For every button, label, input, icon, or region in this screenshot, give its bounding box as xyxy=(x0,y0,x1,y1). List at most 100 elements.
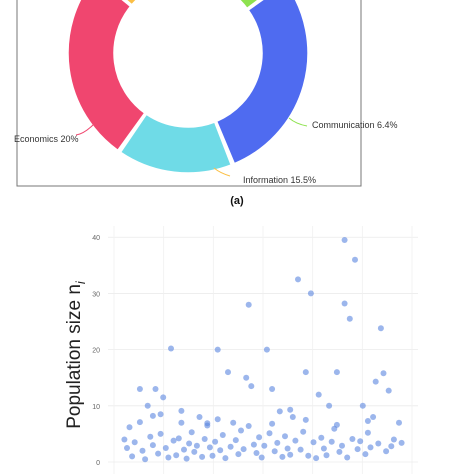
scatter-point xyxy=(240,446,247,453)
scatter-point xyxy=(289,414,296,420)
scatter-point xyxy=(310,439,317,446)
scatter-point xyxy=(383,448,390,455)
scatter-point xyxy=(193,442,200,449)
scatter-point xyxy=(292,437,299,444)
scatter-point xyxy=(297,446,304,453)
scatter-point xyxy=(333,369,340,376)
donut-slice-economics xyxy=(67,0,146,152)
scatter-point xyxy=(320,445,327,452)
scatter-point xyxy=(227,443,234,450)
scatter-point xyxy=(271,448,278,455)
y-axis-label: Population size ni xyxy=(64,280,88,429)
scatter-point xyxy=(121,436,128,443)
scatter-points xyxy=(121,237,405,463)
scatter-point xyxy=(341,237,348,243)
scatter-point xyxy=(235,451,242,458)
scatter-point xyxy=(302,369,309,376)
scatter-point xyxy=(183,455,190,462)
scatter-point xyxy=(315,391,322,398)
scatter-point xyxy=(258,454,265,461)
leader-line-information xyxy=(213,167,231,177)
scatter-point xyxy=(390,436,397,443)
scatter-point xyxy=(152,386,159,392)
scatter-point xyxy=(225,369,231,376)
scatter-point xyxy=(168,345,174,352)
scatter-point xyxy=(256,434,263,441)
scatter-point xyxy=(139,447,146,454)
scatter-point xyxy=(295,276,301,283)
scatter-point xyxy=(323,452,330,459)
scatter-point xyxy=(287,451,294,458)
slice-label-communication: Communication 6.4% xyxy=(312,120,398,130)
scatter-point xyxy=(178,419,185,426)
scatter-point xyxy=(199,453,206,460)
scatter-point xyxy=(245,423,252,429)
scatter-point xyxy=(328,438,335,445)
y-tick-label: 20 xyxy=(92,348,100,355)
scatter-point xyxy=(144,402,151,409)
scatter-point xyxy=(375,440,382,447)
scatter-point xyxy=(287,406,294,413)
donut-slice-blue xyxy=(215,0,309,165)
scatter-point xyxy=(149,442,156,449)
scatter-point xyxy=(380,370,387,377)
scatter-point xyxy=(302,416,309,423)
panel-a-frame xyxy=(16,0,362,187)
scatter-point xyxy=(243,374,250,381)
donut-slice-information xyxy=(125,0,138,6)
scatter-point xyxy=(279,453,286,460)
scatter-point xyxy=(129,453,136,460)
scatter-point xyxy=(354,446,361,453)
scatter-point xyxy=(170,437,177,444)
scatter-point xyxy=(157,411,164,418)
scatter-point xyxy=(326,402,333,409)
scatter-point xyxy=(178,407,185,414)
scatter-point xyxy=(307,290,314,297)
y-tick-label: 30 xyxy=(92,291,100,298)
scatter-point xyxy=(276,408,283,415)
scatter-point xyxy=(341,300,348,307)
scatter-point xyxy=(131,439,138,446)
scatter-point xyxy=(367,444,374,451)
scatter-point xyxy=(364,418,371,424)
scatter-point xyxy=(300,428,307,435)
scatter-point xyxy=(253,450,260,456)
scatter-point xyxy=(349,436,356,442)
y-tick-labels: 0 10 20 30 40 xyxy=(92,235,100,467)
scatter-point xyxy=(160,394,167,401)
panel-a: Economics 20% Information 15.5% Communic… xyxy=(14,0,398,207)
scatter-point xyxy=(147,433,154,440)
scatter-point xyxy=(214,416,221,423)
scatter-point xyxy=(269,420,276,427)
scatter-point xyxy=(364,429,371,436)
scatter-point xyxy=(212,438,219,445)
scatter-point xyxy=(352,256,358,263)
scatter-point xyxy=(359,402,366,409)
panel-b: 0 10 20 30 40 Population size ni xyxy=(64,226,418,474)
scatter-point xyxy=(136,419,143,426)
scatter-point xyxy=(173,452,180,459)
scatter-point xyxy=(196,414,203,420)
scatter-point xyxy=(250,441,257,448)
scatter-point xyxy=(165,454,172,461)
scatter-point xyxy=(344,454,351,461)
scatter-point xyxy=(155,450,162,457)
scatter-point xyxy=(204,420,211,427)
scatter-point xyxy=(219,432,226,438)
scatter-point xyxy=(263,346,270,353)
scatter-point xyxy=(362,451,369,458)
scatter-point xyxy=(181,446,187,453)
scatter-point xyxy=(284,445,291,452)
scatter-point xyxy=(245,301,252,308)
scatter-point xyxy=(370,414,377,420)
scatter-point xyxy=(149,412,156,419)
scatter-point xyxy=(396,419,402,426)
scatter-point xyxy=(336,448,343,455)
scatter-point xyxy=(124,445,130,451)
grid xyxy=(108,226,418,474)
y-axis-label-subscript: i xyxy=(73,280,88,284)
scatter-point xyxy=(385,387,392,394)
y-tick-label: 0 xyxy=(96,460,100,467)
leader-line-communication xyxy=(288,117,308,127)
